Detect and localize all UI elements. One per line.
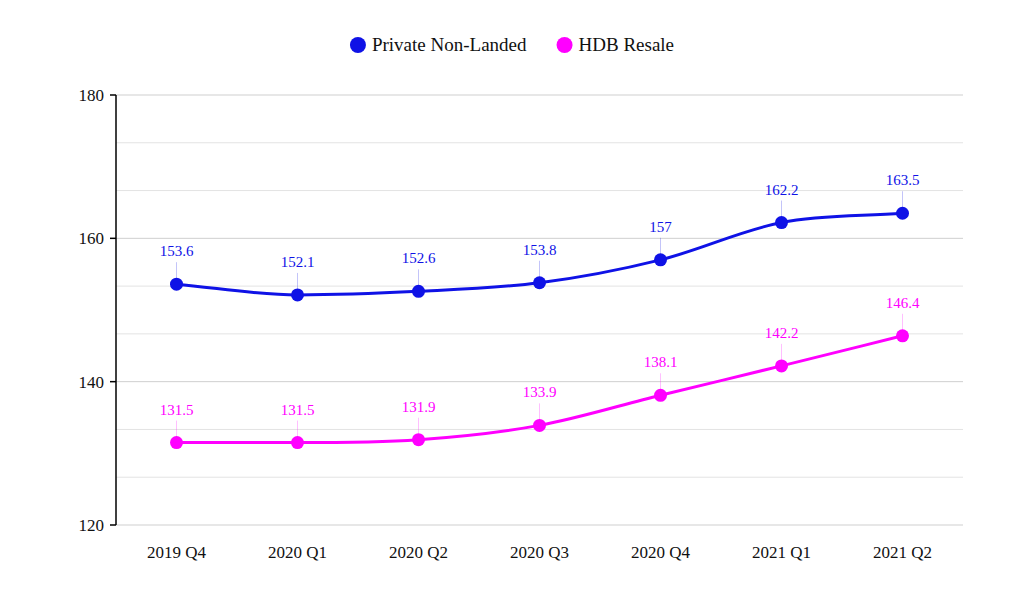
data-label: 131.5 [281,402,315,418]
point [291,436,304,449]
point [170,278,183,291]
x-tick-label: 2021 Q1 [752,543,811,562]
series-line [177,336,903,443]
plot-area [170,207,909,449]
legend-marker [557,37,573,53]
series-line [177,213,903,295]
legend-item: Private Non-Landed [350,34,527,55]
data-label: 163.5 [886,172,920,188]
point [412,433,425,446]
x-tick-label: 2020 Q2 [389,543,448,562]
label-leader [418,418,419,434]
point [412,285,425,298]
grid-line [116,525,963,526]
legend-label: HDB Resale [579,34,675,55]
y-tick [110,238,116,240]
label-leader [902,191,903,207]
x-tick-label: 2020 Q3 [510,543,569,562]
label-leader [539,403,540,419]
legend-item: HDB Resale [557,34,675,55]
label-leader [176,421,177,437]
data-label: 153.8 [523,242,557,258]
data-label: 162.2 [765,182,799,198]
point [533,419,546,432]
label-leader [539,261,540,277]
y-tick-label: 180 [79,86,105,105]
data-label: 131.9 [402,399,436,415]
point [654,389,667,402]
point [775,359,788,372]
chart: 120 140 160 180 2019 Q4 2020 Q1 2020 Q2 2020 Q3… [0,0,1024,594]
label-leader [176,262,177,278]
point [654,253,667,266]
label-leader [418,269,419,285]
minor-grid-line [116,190,963,191]
y-tick-label: 120 [79,516,105,535]
x-tick-label: 2021 Q2 [873,543,932,562]
point [291,288,304,301]
data-label: 133.9 [523,384,557,400]
y-tick-label: 160 [79,229,105,248]
data-label: 153.6 [160,243,194,259]
point [170,436,183,449]
label-leader [297,421,298,437]
y-axis-line [115,95,117,525]
y-axis: 120 140 160 180 [79,86,117,535]
grid-line [116,95,963,96]
y-tick-label: 140 [79,373,105,392]
minor-grid-line [116,477,963,478]
grid-line [116,238,963,239]
minor-grid-line [116,142,963,143]
data-label: 152.6 [402,250,436,266]
y-tick [110,524,116,526]
x-tick-label: 2020 Q1 [268,543,327,562]
label-leader [902,314,903,330]
legend: Private Non-Landed HDB Resale [350,34,674,55]
y-tick [110,381,116,383]
data-label: 152.1 [281,254,315,270]
legend-marker [350,37,366,53]
grid [116,95,963,525]
data-label: 157 [649,219,672,235]
data-label: 146.4 [886,295,920,311]
point [775,216,788,229]
x-axis: 2019 Q4 2020 Q1 2020 Q2 2020 Q3 2020 Q4 2021 … [147,543,932,562]
label-leader [297,273,298,289]
point [896,329,909,342]
x-tick-label: 2019 Q4 [147,543,207,562]
grid-line [116,381,963,382]
data-label: 131.5 [160,402,194,418]
data-label: 142.2 [765,325,799,341]
point [896,207,909,220]
label-leader [660,373,661,389]
y-tick [110,94,116,96]
minor-grid-line [116,333,963,334]
data-labels: 153.6 152.1 152.6 153.8 157 162.2 163.5 131.5 13… [160,172,920,436]
label-leader [781,344,782,360]
x-tick-label: 2020 Q4 [631,543,691,562]
legend-label: Private Non-Landed [372,34,527,55]
label-leader [781,201,782,217]
data-label: 138.1 [644,354,678,370]
point [533,276,546,289]
label-leader [660,238,661,254]
